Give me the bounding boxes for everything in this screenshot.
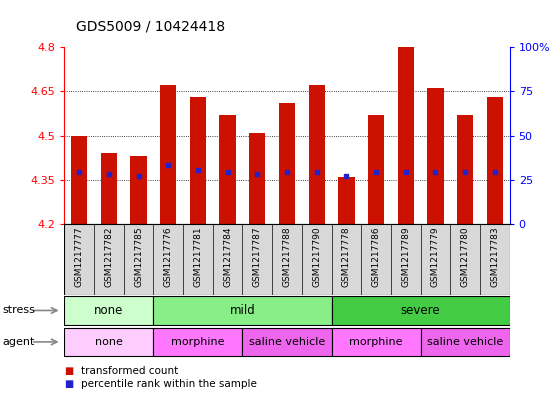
Bar bbox=[220, 115, 236, 224]
Text: morphine: morphine bbox=[171, 337, 225, 347]
Text: GSM1217779: GSM1217779 bbox=[431, 226, 440, 287]
Bar bbox=[101, 153, 117, 224]
Text: GSM1217790: GSM1217790 bbox=[312, 226, 321, 287]
Text: GSM1217785: GSM1217785 bbox=[134, 226, 143, 287]
Bar bbox=[190, 97, 206, 224]
Text: GSM1217778: GSM1217778 bbox=[342, 226, 351, 287]
Bar bbox=[64, 328, 153, 356]
Text: mild: mild bbox=[230, 304, 255, 317]
Text: saline vehicle: saline vehicle bbox=[427, 337, 503, 347]
Bar bbox=[309, 86, 325, 224]
Text: saline vehicle: saline vehicle bbox=[249, 337, 325, 347]
Bar bbox=[242, 328, 332, 356]
Text: GSM1217786: GSM1217786 bbox=[371, 226, 381, 287]
Text: agent: agent bbox=[3, 337, 35, 347]
Bar bbox=[338, 177, 354, 224]
Bar bbox=[130, 156, 147, 224]
Bar bbox=[421, 328, 510, 356]
Text: percentile rank within the sample: percentile rank within the sample bbox=[81, 379, 257, 389]
Text: GSM1217788: GSM1217788 bbox=[282, 226, 292, 287]
Text: ■: ■ bbox=[64, 379, 74, 389]
Text: morphine: morphine bbox=[349, 337, 403, 347]
Text: GSM1217787: GSM1217787 bbox=[253, 226, 262, 287]
Text: none: none bbox=[94, 304, 124, 317]
Text: transformed count: transformed count bbox=[81, 366, 179, 376]
Bar bbox=[153, 328, 242, 356]
Text: none: none bbox=[95, 337, 123, 347]
Text: GSM1217782: GSM1217782 bbox=[104, 226, 114, 286]
Text: stress: stress bbox=[3, 305, 36, 316]
Bar bbox=[153, 296, 332, 325]
Text: GSM1217780: GSM1217780 bbox=[460, 226, 470, 287]
Bar bbox=[71, 136, 87, 224]
Bar bbox=[279, 103, 295, 224]
Bar bbox=[64, 296, 153, 325]
Text: GSM1217777: GSM1217777 bbox=[74, 226, 84, 287]
Bar bbox=[368, 115, 384, 224]
Text: GSM1217789: GSM1217789 bbox=[401, 226, 410, 287]
Text: severe: severe bbox=[401, 304, 440, 317]
Bar bbox=[332, 328, 421, 356]
Bar bbox=[487, 97, 503, 224]
Bar bbox=[160, 86, 176, 224]
Bar bbox=[332, 296, 510, 325]
Text: GSM1217784: GSM1217784 bbox=[223, 226, 232, 286]
Text: GSM1217776: GSM1217776 bbox=[164, 226, 173, 287]
Text: GSM1217781: GSM1217781 bbox=[193, 226, 203, 287]
Text: GSM1217783: GSM1217783 bbox=[490, 226, 500, 287]
Text: GDS5009 / 10424418: GDS5009 / 10424418 bbox=[76, 19, 225, 33]
Bar bbox=[457, 115, 473, 224]
Bar bbox=[249, 133, 265, 224]
Bar bbox=[398, 41, 414, 224]
Text: ■: ■ bbox=[64, 366, 74, 376]
Bar bbox=[427, 88, 444, 224]
